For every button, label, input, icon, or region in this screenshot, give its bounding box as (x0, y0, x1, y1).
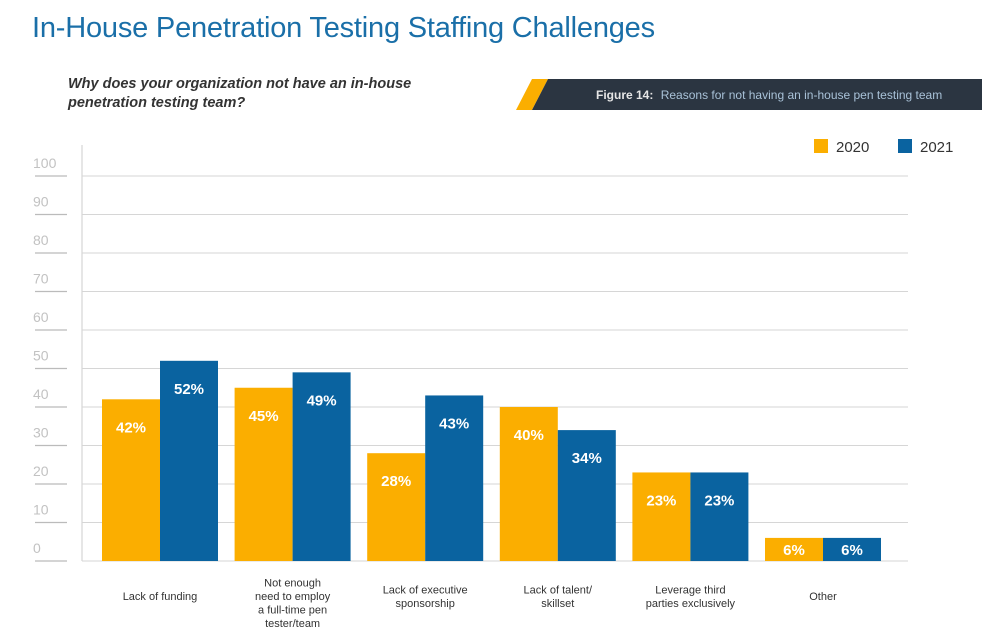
data-label: 40% (514, 427, 544, 444)
y-tick-label: 20 (33, 463, 49, 479)
figure-banner: Figure 14: Reasons for not having an in-… (516, 79, 982, 110)
legend-label: 2020 (836, 139, 869, 156)
x-category-label: Lack of talent/ (524, 584, 593, 596)
y-tick-label: 40 (33, 386, 49, 402)
bar-2021 (823, 537, 881, 561)
bar-2021 (292, 372, 351, 561)
y-tick-label: 80 (33, 232, 49, 248)
figure-label: Figure 14: (596, 88, 653, 102)
data-label: 42% (116, 419, 146, 436)
bar-2021 (690, 472, 749, 561)
x-category-label: Not enough (264, 578, 321, 590)
data-label: 34% (572, 450, 602, 467)
x-category-label: Lack of executive (383, 584, 468, 596)
x-category-label: Other (809, 591, 837, 603)
banner-accent (516, 79, 548, 110)
x-category-label: need to employ (255, 591, 331, 603)
y-tick-label: 10 (33, 502, 49, 518)
y-tick-label: 30 (33, 425, 49, 441)
bar-2020 (367, 453, 426, 561)
bar-2020 (499, 407, 558, 561)
x-category-label: skillset (541, 598, 574, 610)
data-label: 6% (783, 542, 805, 559)
bar-2020 (765, 537, 823, 561)
bar-2020 (632, 472, 691, 561)
svg-text:Figure 14: Reasons for not: Figure 14: Reasons for not having an in-… (596, 88, 942, 102)
banner-background (532, 79, 982, 110)
bar-2020 (234, 387, 293, 561)
y-tick-label: 70 (33, 271, 49, 287)
y-tick-label: 0 (33, 540, 41, 556)
bar-2021 (425, 395, 484, 561)
legend-label: 2021 (920, 139, 953, 156)
bar-2021 (557, 430, 616, 561)
figure-caption: Reasons for not having an in-house pen t… (661, 88, 943, 102)
x-category-label: parties exclusively (646, 598, 736, 610)
survey-question: Why does your organization not have an i… (68, 76, 412, 111)
data-label: 28% (381, 473, 411, 490)
data-label: 43% (439, 415, 469, 432)
legend-swatch-2020 (814, 139, 828, 153)
data-label: 23% (646, 492, 676, 509)
x-category-label: sponsorship (396, 598, 455, 610)
data-label: 23% (704, 492, 734, 509)
x-category-label: Lack of funding (123, 591, 198, 603)
data-label: 49% (307, 392, 337, 409)
bar-2021 (160, 360, 218, 561)
data-label: 52% (174, 381, 204, 398)
x-category-label: Leverage third (655, 584, 725, 596)
y-tick-label: 50 (33, 348, 49, 364)
y-tick-label: 90 (33, 194, 49, 210)
bar-2020 (102, 399, 160, 561)
x-category-label: tester/team (265, 618, 320, 630)
y-tick-label: 60 (33, 309, 49, 325)
data-label: 6% (841, 542, 863, 559)
page-title: In-House Penetration Testing Staffing Ch… (32, 12, 655, 44)
legend-swatch-2021 (898, 139, 912, 153)
y-tick-label: 100 (33, 155, 57, 171)
x-category-label: a full-time pen (258, 605, 327, 617)
data-label: 45% (249, 408, 279, 425)
